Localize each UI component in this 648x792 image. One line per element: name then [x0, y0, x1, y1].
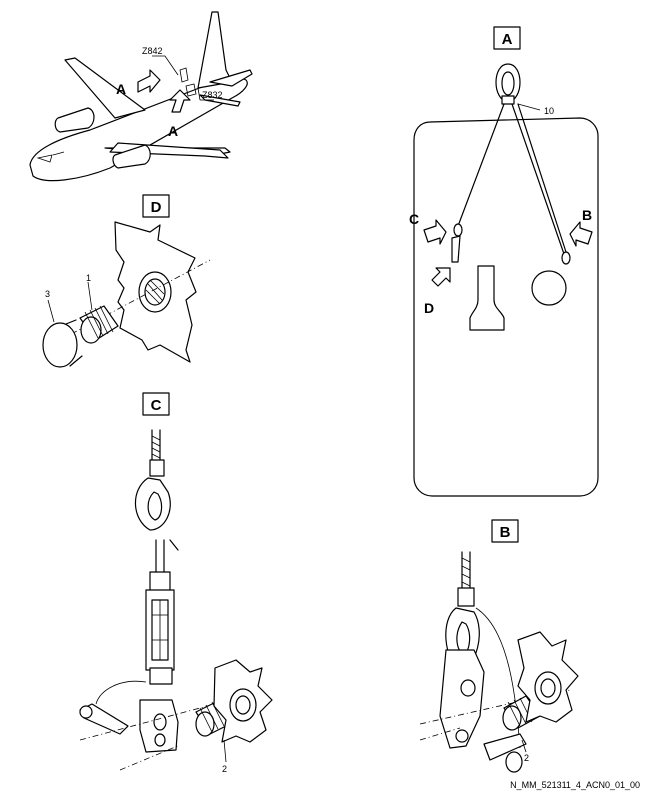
view-b-title-box — [491, 519, 519, 543]
view-arrow-a-bottom — [169, 89, 191, 113]
view-a-title-box — [493, 26, 521, 50]
label-a-bottom: A — [168, 123, 178, 139]
plug-3 — [42, 322, 78, 368]
view-arrow-d — [431, 267, 451, 287]
zone-z842-label: Z842 — [142, 46, 163, 56]
threaded-insert-1 — [79, 305, 119, 344]
view-b: B 2 — [419, 519, 579, 773]
panel-cutout — [469, 265, 505, 331]
view-arrow-c — [423, 219, 447, 245]
view-arrow-b — [569, 221, 593, 247]
view-arrow-a-left — [137, 69, 161, 93]
view-d: D 3 1 — [42, 194, 211, 368]
item-3-label: 3 — [45, 289, 50, 299]
zone-z832-label: Z832 — [202, 90, 223, 100]
item-2-label-c: 2 — [222, 764, 227, 774]
view-c-title: C — [151, 397, 162, 414]
label-a-left: A — [116, 81, 126, 97]
drawing-reference: N_MM_521311_4_ACN0_01_00 — [510, 780, 640, 790]
fork-end-b — [439, 649, 485, 749]
sling-cable-right — [511, 103, 565, 255]
item-2-label-b: 2 — [524, 753, 529, 763]
item-10-label: 10 — [544, 106, 554, 116]
cargo-panel — [413, 117, 599, 497]
item-1-label: 1 — [86, 273, 91, 283]
view-c: C 2 — [79, 392, 273, 774]
sling-cable-left — [457, 103, 505, 227]
panel-hole — [531, 270, 567, 306]
arrow-d-label: D — [424, 300, 434, 316]
view-c-title-box — [142, 392, 170, 416]
view-d-title-box — [142, 194, 170, 218]
view-b-title: B — [500, 524, 511, 541]
view-d-title: D — [151, 199, 162, 216]
arrow-b-label: B — [582, 207, 592, 223]
clevis-pin-b — [483, 733, 527, 761]
aircraft-overview: A A Z842 Z832 — [29, 11, 253, 182]
view-a-title: A — [502, 31, 513, 48]
view-a: A 10 C B D — [409, 26, 599, 497]
arrow-c-label: C — [409, 211, 419, 227]
